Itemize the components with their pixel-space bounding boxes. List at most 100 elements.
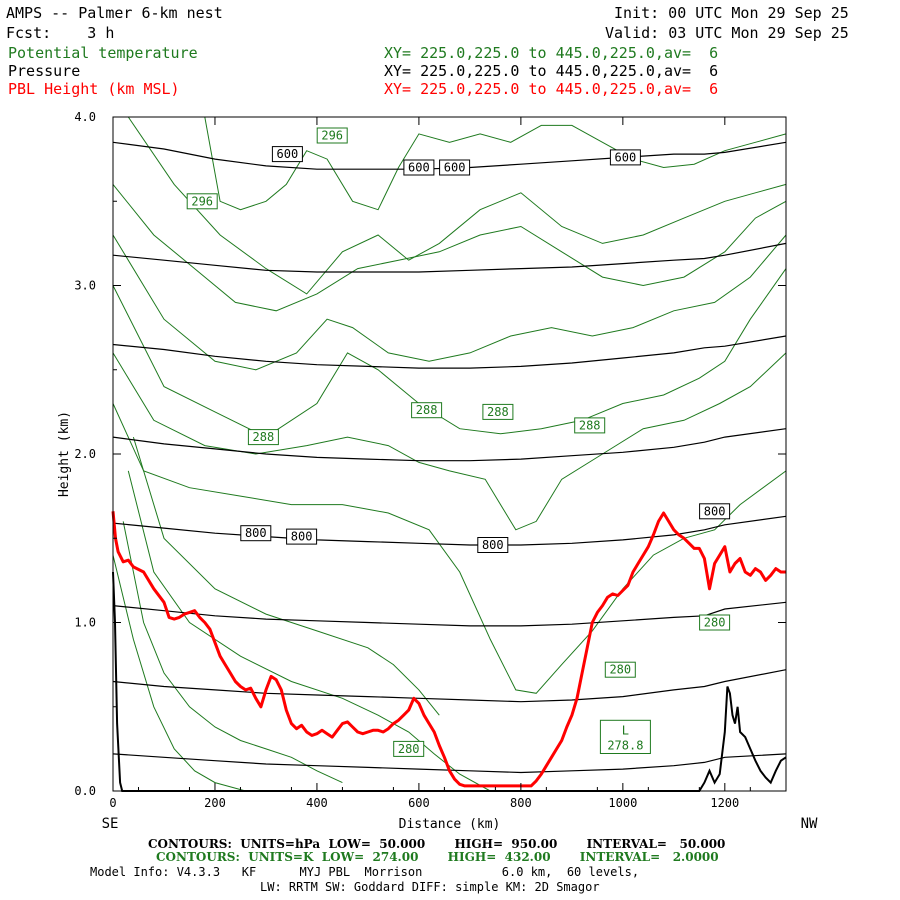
field-xy-potential-temperature: XY= 225.0,225.0 to 445.0,225.0,av= 6	[384, 44, 719, 62]
theta-contour-label: 280	[609, 663, 631, 677]
pressure-contour-label-group: 800	[286, 528, 318, 545]
axes-layer: 0 200 400 600 800 1000 1200 0.0 1.0 2.0 3.0 4.0 Dist…	[57, 110, 818, 832]
theta-contour-layer	[112, 116, 787, 792]
x-tick-label: 600	[408, 796, 430, 810]
pressure-contour-label-box	[699, 503, 731, 520]
pressure-contour-label-box	[477, 537, 509, 553]
pressure-contour-label: 600	[615, 150, 637, 164]
x-tick-label: 400	[306, 796, 328, 810]
pressure-contour-label-group: 800	[240, 525, 272, 542]
theta-low-marker: L 278.8	[599, 719, 651, 754]
footer-theta-contours: CONTOURS: UNITS=K LOW= 274.00 HIGH= 432.…	[156, 850, 719, 864]
theta-contour-label: 280	[704, 616, 726, 630]
pressure-contour-700	[112, 335, 787, 369]
pressure-contour-800	[112, 515, 787, 546]
y-tick-label: 2.0	[74, 447, 96, 461]
left-end-label: SE	[102, 816, 119, 832]
x-tick-label: 800	[510, 796, 532, 810]
theta-contour-label: 288	[487, 405, 509, 419]
pressure-contour-label: 600	[277, 147, 299, 161]
footer-model-info-line1: Model Info: V4.3.3 KF MYJ PBL Morrison 6…	[90, 865, 640, 879]
pressure-contour-label-group: 600	[403, 159, 435, 176]
theta-contour-line	[127, 470, 491, 792]
theta-contour-label-box	[604, 661, 636, 678]
forecast-hour: Fcst: 3 h	[6, 24, 115, 42]
footer-pressure-contours: CONTOURS: UNITS=hPa LOW= 50.000 HIGH= 95…	[148, 837, 726, 851]
pressure-contour-900	[112, 669, 787, 703]
theta-contour-label-group: 288	[247, 429, 279, 446]
pressure-contour-label-group: 600	[271, 146, 303, 163]
theta-contour-label-group: 296	[186, 193, 218, 210]
pressure-contour-label: 600	[444, 161, 466, 175]
theta-contour-label: 288	[416, 403, 438, 417]
theta-contour-label: 296	[191, 194, 213, 208]
theta-contour-line	[127, 116, 787, 295]
theta-contour-label: 280	[398, 742, 420, 756]
y-tick-label: 4.0	[74, 110, 96, 124]
pressure-contour-label: 800	[482, 538, 504, 552]
y-tick-label: 3.0	[74, 279, 96, 293]
pressure-contour-650	[112, 242, 787, 273]
y-axis-label: Height (km)	[57, 411, 72, 497]
theta-contour-label-box	[247, 429, 279, 446]
x-tick-label: 1000	[608, 796, 637, 810]
theta-contour-label: 296	[321, 129, 343, 143]
theta-contour-label-box	[482, 403, 514, 420]
pressure-contour-label: 800	[245, 526, 267, 540]
theta-contour-label: 288	[579, 418, 601, 432]
theta-contour-line	[204, 116, 787, 211]
theta-contour-label-box	[411, 402, 443, 419]
theta-contour-line	[112, 268, 787, 438]
theta-contour-label-group: 280	[604, 661, 636, 678]
pressure-contour-label-group: 800	[477, 537, 509, 553]
theta-low-box	[599, 719, 651, 754]
pressure-contour-label-box	[439, 159, 471, 176]
pressure-contour-label-box	[240, 525, 272, 542]
field-xy-pressure: XY= 225.0,225.0 to 445.0,225.0,av= 6	[384, 62, 719, 80]
theta-contour-label-group: 296	[316, 127, 348, 144]
y-tick-label: 1.0	[74, 616, 96, 630]
right-end-label: NW	[801, 816, 818, 832]
pressure-contour-label-group: 600	[439, 159, 471, 176]
theta-contour-line	[132, 436, 440, 716]
pressure-contour-label-box	[271, 146, 303, 163]
theta-contour-label: 288	[253, 430, 275, 444]
x-axis-label: Distance (km)	[399, 817, 501, 832]
pressure-contour-label-box	[403, 159, 435, 176]
field-label-pbl-height: PBL Height (km MSL)	[8, 80, 180, 98]
pressure-contour-750	[112, 428, 787, 462]
x-tick-label: 1200	[710, 796, 739, 810]
theta-low-label: L	[622, 723, 629, 737]
theta-contour-line	[112, 184, 787, 312]
init-time: Init: 00 UTC Mon 29 Sep 25	[614, 4, 849, 22]
theta-contour-label-group: 288	[411, 402, 443, 419]
pbl-height-line	[111, 511, 786, 788]
pressure-contour-label: 600	[408, 161, 430, 175]
theta-contour-label-group: 288	[482, 403, 514, 420]
pressure-contour-label-box	[286, 528, 318, 545]
terrain-layer	[112, 571, 787, 792]
terrain-line	[112, 571, 787, 792]
x-tick-label: 200	[204, 796, 226, 810]
y-tick-label: 0.0	[74, 784, 96, 798]
theta-contour-label-group: 288	[574, 417, 606, 434]
theta-contour-label-box	[393, 740, 425, 757]
pressure-contour-label-group: 600	[609, 149, 641, 166]
pressure-contour-layer	[112, 141, 787, 774]
field-label-potential-temperature: Potential temperature	[8, 44, 198, 62]
theta-contour-line	[112, 352, 787, 531]
pressure-contour-label: 800	[704, 504, 726, 518]
theta-low-label: 278.8	[607, 739, 643, 753]
pressure-contour-label-group: 800	[699, 503, 731, 520]
field-xy-pbl-height: XY= 225.0,225.0 to 445.0,225.0,av= 6	[384, 80, 719, 98]
theta-contour-line	[122, 521, 343, 784]
theta-contour-label-box	[186, 193, 218, 210]
plot-title: AMPS -- Palmer 6-km nest	[6, 4, 223, 22]
field-label-pressure: Pressure	[8, 62, 81, 80]
pressure-contour-label-box	[609, 149, 641, 166]
pbl-layer	[111, 511, 786, 788]
footer-model-info-line2: LW: RRTM SW: Goddard DIFF: simple KM: 2D…	[260, 880, 600, 894]
theta-contour-line	[112, 234, 787, 371]
